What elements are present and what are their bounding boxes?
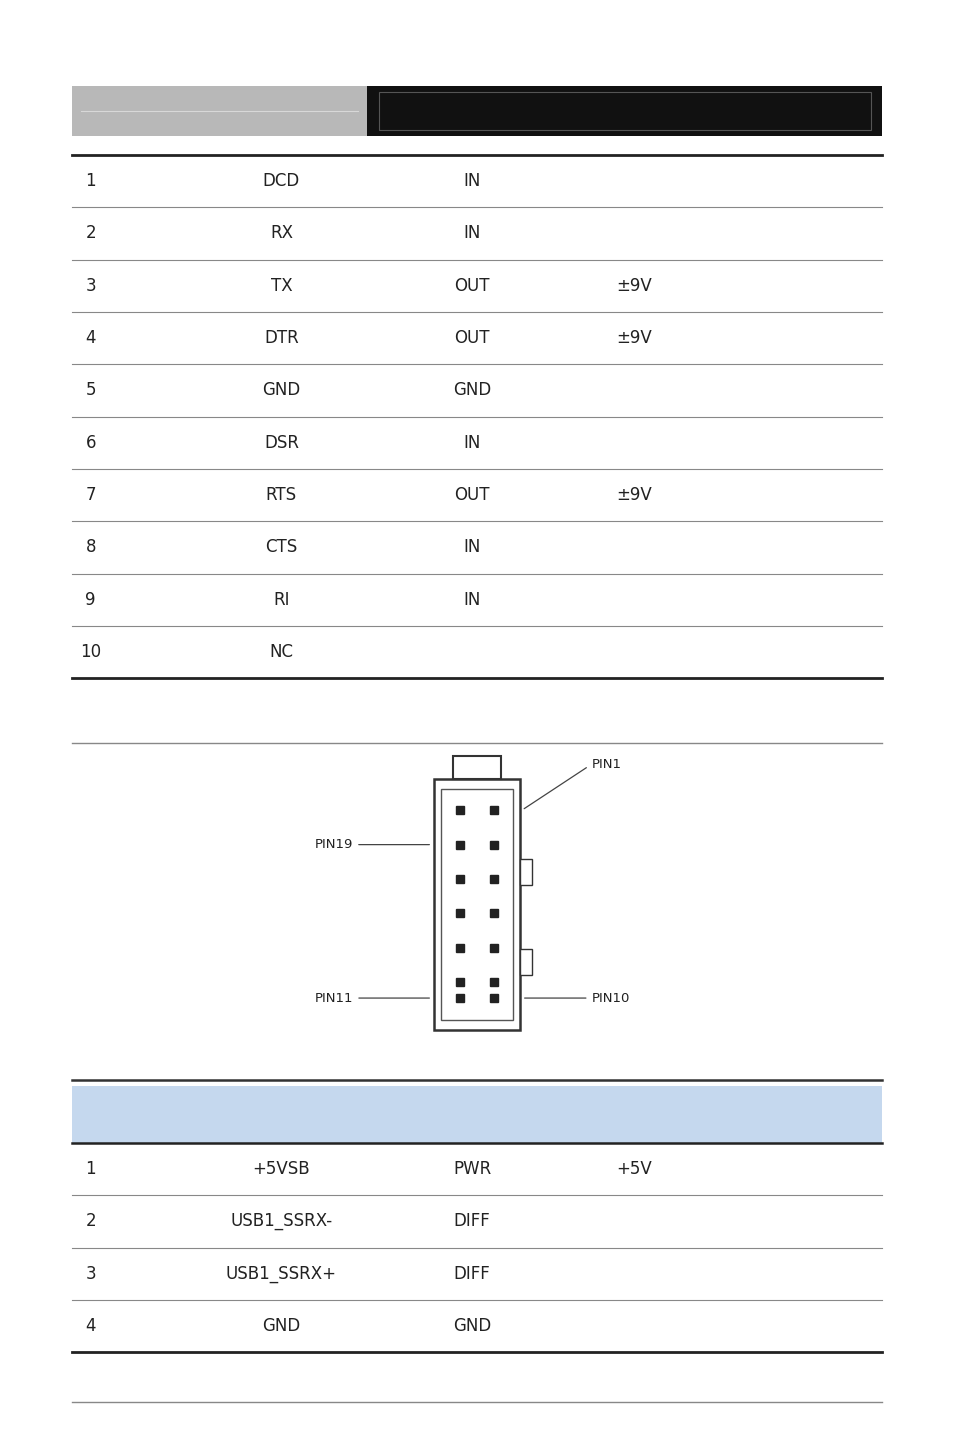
Bar [453,756,500,779]
Text: PIN1: PIN1 [523,757,620,809]
Text: DIFF: DIFF [454,1212,490,1230]
Bar [519,949,532,975]
Text: CTS: CTS [265,538,297,556]
Text: 1: 1 [85,172,96,191]
Text: ±9V: ±9V [616,328,652,347]
Text: NC: NC [269,642,294,661]
Text: DIFF: DIFF [454,1265,490,1283]
Text: GND: GND [453,1316,491,1335]
Text: 1: 1 [85,1160,96,1179]
Bar [378,92,870,130]
Text: USB1_SSRX-: USB1_SSRX- [230,1212,333,1230]
Text: 2: 2 [85,224,96,242]
Text: OUT: OUT [454,277,490,295]
Text: +5V: +5V [616,1160,652,1179]
Text: OUT: OUT [454,486,490,505]
Text: OUT: OUT [454,328,490,347]
Text: DTR: DTR [264,328,298,347]
Bar [434,779,519,1030]
Text: 4: 4 [85,328,96,347]
Text: GND: GND [453,381,491,400]
Text: ±9V: ±9V [616,277,652,295]
Text: 6: 6 [85,433,96,452]
Text: IN: IN [463,172,480,191]
Text: +5VSB: +5VSB [253,1160,310,1179]
Text: 2: 2 [85,1212,96,1230]
Bar [440,789,513,1020]
Bar [519,859,532,885]
Text: USB1_SSRX+: USB1_SSRX+ [226,1265,336,1283]
Text: IN: IN [463,433,480,452]
Text: IN: IN [463,224,480,242]
Text: 7: 7 [85,486,96,505]
Bar [71,1086,882,1143]
Text: DSR: DSR [264,433,298,452]
Text: TX: TX [271,277,292,295]
Text: IN: IN [463,538,480,556]
Text: RX: RX [270,224,293,242]
Text: PIN19: PIN19 [314,837,429,852]
Text: DCD: DCD [262,172,300,191]
Text: ±9V: ±9V [616,486,652,505]
Text: RTS: RTS [266,486,296,505]
Bar [367,86,882,136]
Text: PIN11: PIN11 [314,991,429,1005]
Text: 9: 9 [85,591,96,609]
Text: 8: 8 [85,538,96,556]
Text: GND: GND [262,381,300,400]
Bar [71,86,367,136]
Text: 10: 10 [80,642,101,661]
Text: PWR: PWR [453,1160,491,1179]
Text: 5: 5 [85,381,96,400]
Text: GND: GND [262,1316,300,1335]
Text: 3: 3 [85,277,96,295]
Text: PIN10: PIN10 [524,991,629,1005]
Text: RI: RI [273,591,290,609]
Text: 3: 3 [85,1265,96,1283]
Text: IN: IN [463,591,480,609]
Text: 4: 4 [85,1316,96,1335]
